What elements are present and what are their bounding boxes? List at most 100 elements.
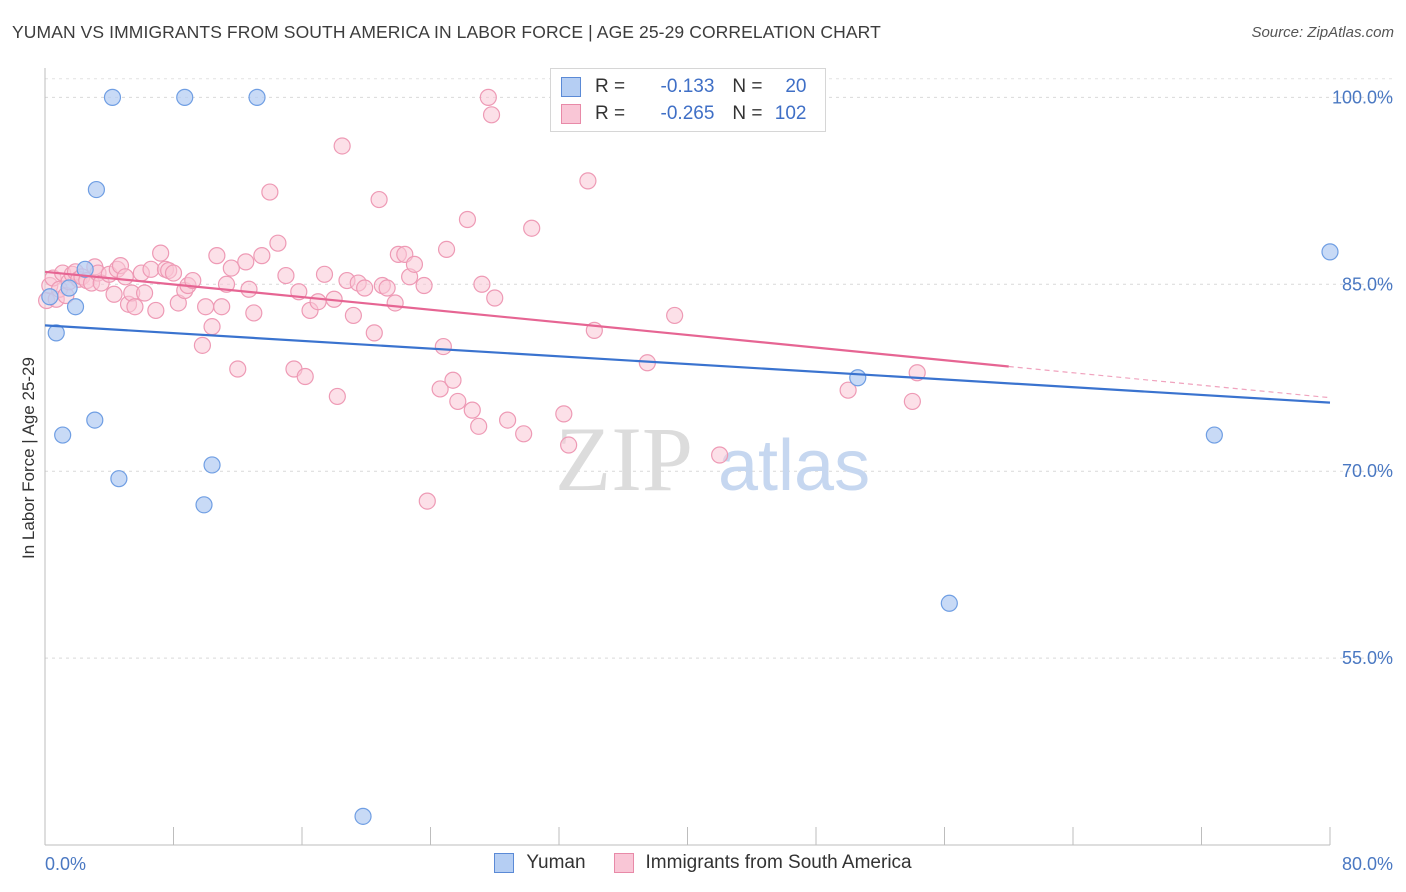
n-label: N = <box>732 76 763 97</box>
watermark-zip: ZIP <box>555 408 693 510</box>
immigrant-point <box>126 298 144 316</box>
yuman-point <box>203 456 221 474</box>
immigrant-point <box>315 265 334 283</box>
immigrant-point <box>142 260 160 278</box>
yuman-point <box>195 496 213 514</box>
source-label: Source: ZipAtlas.com <box>1251 24 1394 41</box>
immigrant-point <box>903 392 921 411</box>
immigrant-trend-line <box>44 270 1009 368</box>
n-value-immigrants: 102 <box>774 103 807 124</box>
yuman-point <box>110 470 128 488</box>
immigrant-point <box>164 264 183 282</box>
y-tick-label: 85.0% <box>1342 274 1393 294</box>
immigrant-point <box>449 392 467 411</box>
r-label: R = <box>595 76 626 97</box>
yuman-point <box>940 594 958 612</box>
immigrant-point <box>515 425 533 443</box>
immigrant-point <box>499 411 517 429</box>
immigrant-point <box>184 271 202 290</box>
immigrant-point <box>296 367 314 386</box>
immigrant-point <box>328 387 346 406</box>
immigrant-point <box>479 88 497 106</box>
grid-lines <box>45 78 1392 659</box>
immigrant-point <box>245 304 263 322</box>
immigrant-point <box>208 247 226 265</box>
series-swatch-yuman <box>494 853 515 873</box>
immigrant-point <box>463 401 481 419</box>
yuman-point <box>354 807 372 825</box>
immigrant-point <box>666 306 684 325</box>
immigrant-point <box>711 446 729 464</box>
immigrant-point <box>434 337 452 356</box>
x-tick-label: 0.0% <box>45 854 86 874</box>
r-label: R = <box>595 103 626 124</box>
yuman-point <box>248 88 266 106</box>
r-value-yuman: -0.133 <box>660 76 715 97</box>
n-value-yuman: 20 <box>785 76 807 97</box>
immigrant-point <box>203 318 221 336</box>
immigrant-point <box>365 324 383 342</box>
immigrant-point <box>378 279 396 297</box>
series-legend-immigrants: Immigrants from South America <box>613 852 912 874</box>
watermark-atlas: atlas <box>718 426 870 506</box>
y-tick-label: 70.0% <box>1342 461 1393 481</box>
immigrant-point <box>560 436 578 454</box>
immigrant-point <box>431 380 449 398</box>
legend-row-immigrants: R = -0.265 N = 102 <box>561 101 807 127</box>
yuman-point <box>86 411 104 429</box>
r-value-immigrants: -0.265 <box>660 103 715 124</box>
y-tick-label: 55.0% <box>1342 648 1393 668</box>
immigrant-point <box>152 244 170 262</box>
y-axis-title: In Labor Force | Age 25-29 <box>19 357 38 559</box>
immigrant-point <box>105 285 123 303</box>
immigrant-point <box>437 240 456 258</box>
yuman-point <box>66 298 85 316</box>
immigrant-point <box>473 275 491 293</box>
immigrant-point <box>213 298 231 316</box>
legend-row-yuman: R = -0.133 N = 20 <box>561 74 807 100</box>
yuman-point <box>1205 426 1223 444</box>
immigrant-point <box>415 276 433 295</box>
immigrant-point <box>486 289 504 307</box>
immigrant-point <box>309 293 327 311</box>
immigrant-point <box>193 336 212 354</box>
yuman-trend-line <box>44 324 1331 404</box>
immigrant-point <box>277 266 295 285</box>
series-label-immigrants: Immigrants from South America <box>645 852 912 873</box>
legend-swatch-immigrants <box>561 104 581 124</box>
legend-swatch-yuman <box>561 77 581 97</box>
yuman-point <box>47 324 65 342</box>
immigrant-point <box>222 259 240 277</box>
yuman-point <box>103 88 122 106</box>
yuman-point <box>41 288 59 306</box>
immigrant-point <box>229 360 247 378</box>
yuman-point <box>76 260 94 278</box>
immigrant-point <box>197 298 215 316</box>
immigrant-point <box>482 106 501 124</box>
axes <box>44 68 1331 846</box>
series-legend: Yuman Immigrants from South America <box>0 852 1406 874</box>
yuman-point <box>176 88 194 106</box>
immigrant-point <box>405 255 424 273</box>
yuman-point <box>87 180 106 199</box>
immigrant-point <box>555 405 573 423</box>
immigrant-point <box>261 183 279 201</box>
immigrant-point <box>418 492 436 510</box>
immigrant-point <box>458 210 477 229</box>
immigrant-point <box>116 268 134 286</box>
trend-lines <box>44 270 1331 404</box>
immigrant-point <box>333 137 351 155</box>
immigrant-point <box>135 284 154 302</box>
immigrant-point <box>253 247 271 265</box>
correlation-legend: R = -0.133 N = 20 R = -0.265 N = 102 <box>550 68 826 132</box>
tick-labels: 55.0% 70.0% 85.0% 100.0% 0.0% 80.0% <box>45 87 1393 874</box>
immigrant-point <box>370 190 388 209</box>
immigrant-point <box>237 253 255 271</box>
immigrant-point <box>269 234 287 252</box>
immigrant-point <box>147 301 165 320</box>
series-label-yuman: Yuman <box>526 852 586 873</box>
immigrant-point <box>240 280 258 298</box>
immigrant-point <box>579 172 597 190</box>
immigrant-point <box>444 371 462 389</box>
